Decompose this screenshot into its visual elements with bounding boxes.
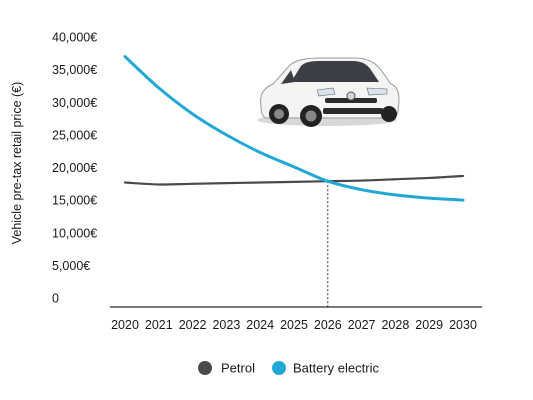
y-tick-label: 10,000€ (52, 226, 97, 240)
y-tick-label: 25,000€ (52, 128, 97, 142)
x-tick-label: 2026 (314, 318, 342, 332)
legend-label-petrol: Petrol (221, 361, 255, 376)
x-tick-label: 2025 (280, 318, 308, 332)
series-lines (123, 55, 465, 202)
x-tick-labels: 2020 2021 2022 2023 2024 2025 2026 2027 2028 2029… (111, 318, 477, 332)
legend-marker-petrol (198, 361, 212, 375)
legend-item-battery-electric: Battery electric (272, 361, 379, 376)
x-tick-label: 2029 (415, 318, 443, 332)
x-tick-label: 2030 (449, 318, 477, 332)
x-tick-label: 2027 (348, 318, 376, 332)
y-tick-labels: 0 5,000€ 10,000€ 15,000€ 20,000€ 25,000€ 30,00… (52, 31, 97, 306)
y-tick-label: 30,000€ (52, 96, 97, 110)
y-tick-label: 5,000€ (52, 259, 90, 273)
series-line-petrol (123, 174, 465, 186)
hatchback-car-image (257, 57, 400, 127)
y-tick-label: 0 (52, 292, 59, 306)
legend-item-petrol: Petrol (198, 361, 255, 376)
x-tick-label: 2021 (145, 318, 173, 332)
legend-label-battery-electric: Battery electric (293, 361, 379, 376)
x-tick-label: 2020 (111, 318, 139, 332)
series-line-battery-electric (123, 55, 465, 202)
legend-marker-battery-electric (272, 361, 286, 375)
x-tick-label: 2023 (212, 318, 240, 332)
x-tick-label: 2028 (381, 318, 409, 332)
y-tick-label: 15,000€ (52, 194, 97, 208)
y-tick-label: 40,000€ (52, 31, 97, 45)
y-axis-label: Vehicle pre-tax retail price (€) (10, 82, 24, 245)
y-tick-label: 35,000€ (52, 63, 97, 77)
y-tick-label: 20,000€ (52, 161, 97, 175)
legend: Petrol Battery electric (198, 361, 379, 376)
x-tick-label: 2024 (246, 318, 274, 332)
x-tick-label: 2022 (179, 318, 207, 332)
